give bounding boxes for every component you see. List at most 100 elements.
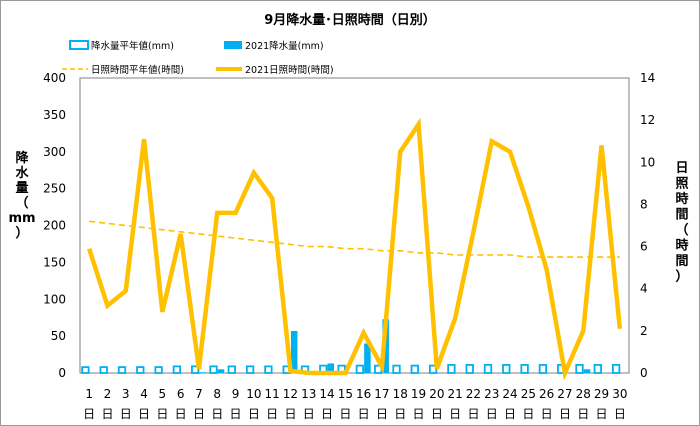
legend-label-precip-2021: 2021降水量(mm) xyxy=(245,40,324,52)
precip-normal-bar xyxy=(245,365,255,374)
right-tick-label: 12 xyxy=(640,113,655,127)
x-tick-suffix: 日 xyxy=(138,407,150,421)
x-tick-suffix: 日 xyxy=(449,407,461,421)
precip-normal-bar xyxy=(392,364,401,374)
precip-normal-bar xyxy=(428,364,438,374)
right-tick-label: 6 xyxy=(640,240,648,254)
right-tick-label: 4 xyxy=(640,282,648,296)
precip-normal-bar xyxy=(117,366,127,374)
x-axis-labels: 1日2日3日4日5日6日7日8日9日10日11日12日13日14日15日16日1… xyxy=(83,387,627,421)
left-axis-title: 降水量（ mm） xyxy=(8,150,35,241)
legend-label-sun-2021: 2021日照時間(時間) xyxy=(245,65,334,76)
x-tick-label: 23 xyxy=(484,387,499,401)
legend-label-sun-normal: 日照時間平年値(時間) xyxy=(91,64,184,76)
right-tick-label: 0 xyxy=(640,366,648,380)
x-tick-label: 21 xyxy=(448,387,463,401)
x-tick-suffix: 日 xyxy=(230,407,242,421)
x-tick-suffix: 日 xyxy=(596,407,608,421)
x-tick-suffix: 日 xyxy=(467,407,479,421)
x-tick-suffix: 日 xyxy=(614,407,626,421)
precip-2021-bar xyxy=(199,372,206,373)
x-tick-label: 24 xyxy=(502,387,517,401)
precip-normal-bar xyxy=(538,363,548,374)
sun-2021-line xyxy=(87,117,623,381)
precip-normal-bar xyxy=(191,365,200,374)
left-tick-label: 300 xyxy=(43,145,66,159)
precip-normal-bar xyxy=(575,363,584,374)
x-tick-suffix: 日 xyxy=(413,407,425,421)
precip-normal-bar xyxy=(520,363,529,374)
precip-normal-bar xyxy=(593,363,602,374)
left-axis-ticks: 0 50 100 150 200 250 300 350 400 xyxy=(43,71,66,380)
precip-normal-bar xyxy=(483,363,493,374)
left-tick-label: 250 xyxy=(43,182,66,196)
x-tick-label: 8 xyxy=(213,387,221,401)
precip-normal-bar xyxy=(611,363,621,374)
precip-normal-bar xyxy=(172,365,182,374)
x-tick-suffix: 日 xyxy=(321,407,333,421)
right-tick-label: 14 xyxy=(640,71,655,85)
x-tick-suffix: 日 xyxy=(504,407,516,421)
legend-swatch-precip-2021 xyxy=(224,41,242,49)
legend-swatch-precip-normal xyxy=(69,40,89,50)
x-tick-suffix: 日 xyxy=(156,407,168,421)
x-tick-label: 1 xyxy=(85,387,93,401)
x-tick-suffix: 日 xyxy=(193,407,205,421)
left-tick-label: 150 xyxy=(43,255,66,269)
precip-normal-bar xyxy=(136,366,145,374)
x-tick-label: 11 xyxy=(265,387,280,401)
x-tick-label: 5 xyxy=(159,387,167,401)
x-tick-suffix: 日 xyxy=(376,407,388,421)
x-tick-label: 15 xyxy=(338,387,353,401)
x-tick-suffix: 日 xyxy=(559,407,571,421)
left-tick-label: 350 xyxy=(43,108,66,122)
precip-normal-bar xyxy=(264,365,273,374)
left-tick-label: 200 xyxy=(43,219,66,233)
right-axis-ticks: 0 2 4 6 8 10 12 14 xyxy=(640,71,655,380)
x-tick-suffix: 日 xyxy=(120,407,132,421)
x-tick-suffix: 日 xyxy=(101,407,113,421)
x-tick-label: 12 xyxy=(283,387,298,401)
precip-normal-bar xyxy=(81,366,90,374)
x-tick-suffix: 日 xyxy=(303,407,315,421)
precip-2021-bar xyxy=(217,369,225,373)
x-tick-suffix: 日 xyxy=(358,407,370,421)
x-tick-label: 18 xyxy=(393,387,408,401)
left-tick-label: 0 xyxy=(58,366,66,380)
x-tick-suffix: 日 xyxy=(266,407,278,421)
precip-normal-bar xyxy=(209,365,218,374)
x-tick-suffix: 日 xyxy=(577,407,589,421)
x-tick-label: 17 xyxy=(374,387,389,401)
precip-2021-bar xyxy=(290,330,298,373)
plot-area xyxy=(79,77,630,374)
left-tick-label: 400 xyxy=(43,71,66,85)
x-tick-label: 19 xyxy=(411,387,426,401)
legend: 降水量平年値(mm) 2021降水量(mm) 日照時間平年値(時間) 2021日… xyxy=(62,40,334,76)
precip-2021-bar xyxy=(327,363,335,373)
x-tick-label: 22 xyxy=(466,387,481,401)
x-tick-suffix: 日 xyxy=(175,407,187,421)
sun-2021-series-line xyxy=(87,117,623,381)
x-tick-label: 20 xyxy=(429,387,444,401)
sun-normal-line xyxy=(89,220,620,258)
x-tick-suffix: 日 xyxy=(248,407,260,421)
x-tick-suffix: 日 xyxy=(486,407,498,421)
x-tick-suffix: 日 xyxy=(541,407,553,421)
precip-2021-bar xyxy=(583,369,591,373)
x-tick-label: 30 xyxy=(612,387,627,401)
x-tick-label: 3 xyxy=(122,387,130,401)
x-tick-suffix: 日 xyxy=(394,407,406,421)
right-tick-label: 2 xyxy=(640,324,648,338)
x-tick-suffix: 日 xyxy=(83,407,95,421)
x-tick-suffix: 日 xyxy=(211,407,223,421)
precip-normal-bar xyxy=(465,363,474,374)
x-tick-suffix: 日 xyxy=(522,407,534,421)
x-tick-label: 27 xyxy=(557,387,572,401)
x-tick-suffix: 日 xyxy=(431,407,443,421)
x-tick-label: 25 xyxy=(521,387,536,401)
x-tick-label: 28 xyxy=(576,387,591,401)
right-tick-label: 8 xyxy=(640,197,648,211)
chart-title: 9月降水量･日照時間（日別） xyxy=(264,12,436,28)
